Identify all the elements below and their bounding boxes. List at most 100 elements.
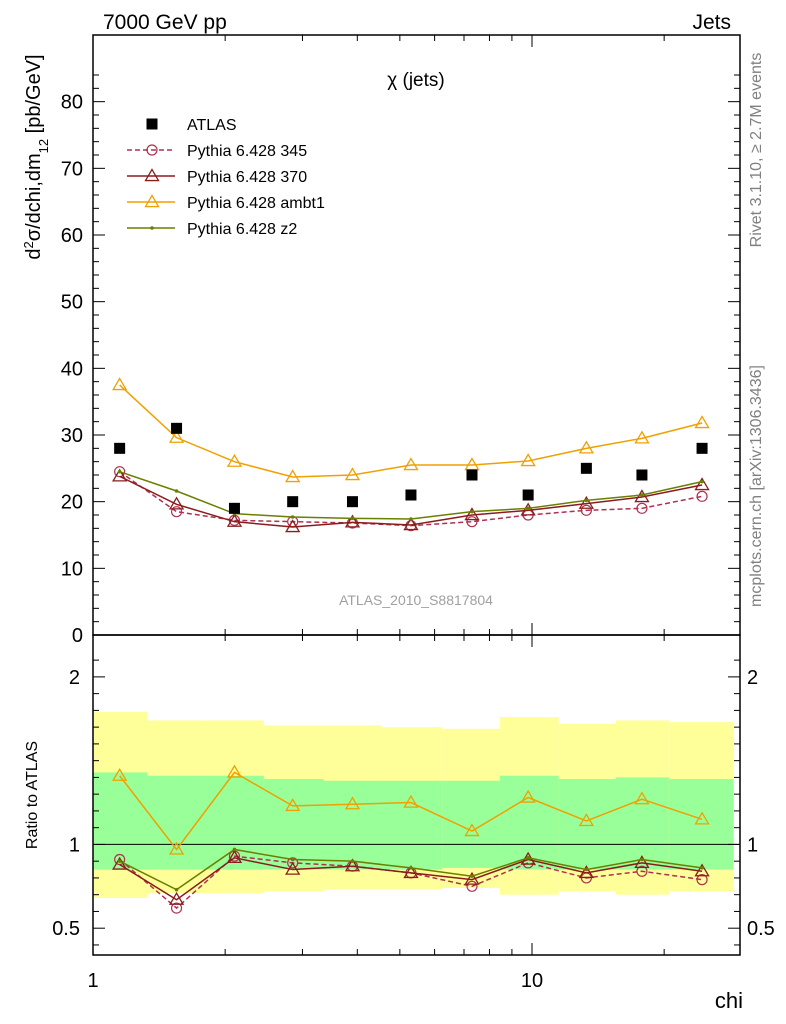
data-point xyxy=(226,453,243,467)
data-point xyxy=(112,468,128,482)
data-point xyxy=(114,442,126,454)
data-point xyxy=(226,850,243,864)
data-point xyxy=(403,457,419,471)
data-point xyxy=(470,509,474,514)
legend-entry-label: ATLAS xyxy=(187,117,237,134)
data-point xyxy=(636,865,648,877)
rivet-label: Rivet 3.1.10, ≥ 2.7M events xyxy=(748,53,765,248)
main-y-tick-label: 80 xyxy=(61,92,83,114)
series-pythia-6-428-z2 xyxy=(117,469,704,521)
data-point xyxy=(285,519,301,533)
ratio-frame xyxy=(92,634,741,956)
series-atlas xyxy=(114,422,708,514)
data-point xyxy=(470,874,474,879)
data-point xyxy=(350,516,355,521)
main-y-tick-label: 20 xyxy=(61,492,83,514)
data-point xyxy=(700,479,704,484)
data-point xyxy=(285,861,301,875)
legend-entry-label: Pythia 6.428 ambt1 xyxy=(187,195,325,212)
data-point xyxy=(526,506,530,511)
data-point xyxy=(168,891,185,905)
data-point xyxy=(696,874,708,886)
mcplots-label: mcplots.cern.ch [arXiv:1306.3436] xyxy=(748,365,765,607)
data-point xyxy=(409,866,413,870)
data-point xyxy=(403,794,419,808)
series-line xyxy=(119,857,703,901)
data-point xyxy=(522,489,534,501)
series-pythia-6-428-ambt1 xyxy=(112,764,710,855)
series-pythia-6-428-ambt1 xyxy=(112,377,710,483)
data-point xyxy=(464,871,480,885)
data-point xyxy=(466,516,478,528)
data-point xyxy=(228,502,240,514)
main-y-tick-label: 70 xyxy=(61,158,83,180)
data-point xyxy=(344,858,361,872)
data-point xyxy=(168,841,185,855)
ratio-y-tick-label-right: 0.5 xyxy=(747,918,775,940)
data-point xyxy=(226,764,243,778)
data-point xyxy=(700,866,704,870)
data-point xyxy=(520,453,536,467)
x-tick-label: 1 xyxy=(87,970,98,992)
data-point xyxy=(114,853,126,866)
data-point xyxy=(694,811,710,825)
data-point xyxy=(144,168,160,182)
ratio-inner-band xyxy=(442,780,500,868)
data-point xyxy=(696,490,708,502)
data-point xyxy=(694,477,710,491)
data-point xyxy=(117,469,122,474)
data-point xyxy=(344,514,361,528)
data-point xyxy=(290,515,295,519)
data-point xyxy=(578,865,595,879)
data-point xyxy=(350,859,355,863)
ratio-series-group xyxy=(112,764,710,914)
data-point xyxy=(520,502,536,516)
ratio-y-tick-label-right: 1 xyxy=(747,834,758,856)
data-point xyxy=(466,880,478,892)
ratio-y-tick-label-right: 2 xyxy=(747,667,758,689)
data-point xyxy=(146,118,158,130)
data-point xyxy=(170,902,183,914)
data-point xyxy=(580,504,592,516)
data-point xyxy=(526,856,530,860)
ratio-panel: 0.5 0.5 1 1 2 2 1 10 Ratio to ATLAS chi xyxy=(24,634,775,1013)
data-point xyxy=(290,857,295,862)
data-point xyxy=(634,855,650,869)
data-point xyxy=(346,496,358,508)
data-point xyxy=(634,791,650,805)
legend-entry-label: Pythia 6.428 370 xyxy=(187,169,307,186)
data-point xyxy=(578,813,595,827)
legend-entry-label: Pythia 6.428 z2 xyxy=(187,221,297,238)
ratio-y-tick-label: 0.5 xyxy=(52,918,80,940)
data-point xyxy=(405,489,417,501)
data-point xyxy=(464,823,480,837)
x-axis-label: chi xyxy=(715,988,743,1013)
data-point xyxy=(232,847,237,852)
data-point xyxy=(634,430,650,444)
header-left: 7000 GeV pp xyxy=(103,11,227,34)
ratio-y-tick-label: 1 xyxy=(69,834,80,856)
series-line xyxy=(119,771,703,851)
data-point xyxy=(640,493,644,497)
data-point xyxy=(144,194,160,208)
series-pythia-6-428-z2 xyxy=(117,847,704,892)
data-point xyxy=(403,865,419,879)
data-point xyxy=(464,507,480,521)
data-point xyxy=(112,767,128,781)
data-point xyxy=(285,798,301,812)
data-point xyxy=(403,517,419,531)
main-y-tick-label: 30 xyxy=(61,425,83,447)
data-point xyxy=(150,226,154,230)
series-line xyxy=(119,384,703,478)
ratio-inner-band xyxy=(381,780,443,870)
data-point xyxy=(112,377,128,391)
ratio-y-tick-label: 2 xyxy=(69,667,80,689)
data-point xyxy=(174,887,179,892)
legend: ATLAS Pythia 6.428 345 Pythia 6.428 370 Pyt… xyxy=(127,117,325,238)
data-point xyxy=(285,469,301,483)
data-point xyxy=(117,859,122,863)
ratio-inner-band xyxy=(323,780,382,870)
x-tick-label: 10 xyxy=(521,970,543,992)
data-point xyxy=(580,462,592,474)
data-point xyxy=(694,415,710,429)
